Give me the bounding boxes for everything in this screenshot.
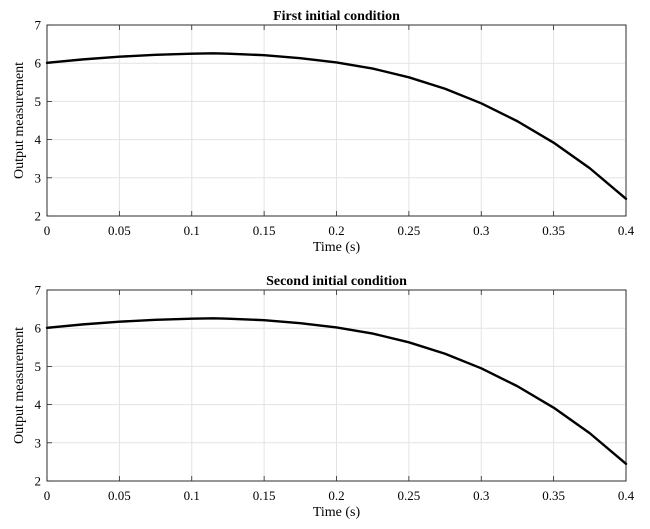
- y-tick-label: 4: [35, 397, 42, 412]
- y-tick-label: 2: [35, 474, 42, 489]
- y-tick-label: 5: [35, 359, 42, 374]
- x-tick-label: 0.1: [184, 223, 200, 238]
- chart-title: First initial condition: [273, 9, 400, 24]
- y-tick-label: 4: [35, 132, 42, 147]
- y-tick-label: 6: [35, 56, 42, 71]
- subplot-2: 0 0.05 0.1 0.15 0.2 0.25 0.3 0.35 0.4 2 3 4 5 6 7 Secon…: [12, 274, 635, 520]
- y-axis-label: Output measurement: [12, 327, 27, 444]
- x-tick-label: 0: [44, 488, 51, 503]
- y-tick-label: 3: [35, 170, 42, 185]
- y-tick-label: 2: [35, 209, 42, 224]
- x-tick-label: 0.35: [542, 488, 565, 503]
- x-tick-label: 0.4: [618, 488, 635, 503]
- chart-title: Second initial condition: [266, 274, 407, 289]
- x-tick-label: 0.15: [253, 488, 276, 503]
- x-tick-label: 0: [44, 223, 51, 238]
- x-tick-label: 0.25: [398, 488, 421, 503]
- x-tick-label: 0.2: [328, 223, 344, 238]
- x-axis-label: Time (s): [313, 505, 361, 520]
- x-tick-label: 0.2: [328, 488, 344, 503]
- x-tick-label: 0.4: [618, 223, 635, 238]
- x-tick-label: 0.35: [542, 223, 565, 238]
- x-tick-label: 0.3: [473, 488, 489, 503]
- y-axis-label: Output measurement: [12, 62, 27, 179]
- y-tick-label: 7: [35, 18, 42, 33]
- x-tick-label: 0.05: [108, 223, 131, 238]
- x-tick-label: 0.25: [398, 223, 421, 238]
- y-tick-label: 3: [35, 435, 42, 450]
- series-line: [45, 317, 628, 466]
- x-tick-label: 0.3: [473, 223, 489, 238]
- x-axis-label: Time (s): [313, 240, 361, 255]
- series-line: [45, 52, 628, 201]
- y-tick-label: 7: [35, 283, 42, 298]
- x-tick-label: 0.15: [253, 223, 276, 238]
- subplot-1: 0 0.05 0.1 0.15 0.2 0.25 0.3 0.35 0.4 2 3 4 5 6 7 First…: [12, 9, 635, 255]
- y-tick-label: 5: [35, 94, 42, 109]
- x-tick-label: 0.05: [108, 488, 131, 503]
- y-tick-label: 6: [35, 321, 42, 336]
- x-tick-label: 0.1: [184, 488, 200, 503]
